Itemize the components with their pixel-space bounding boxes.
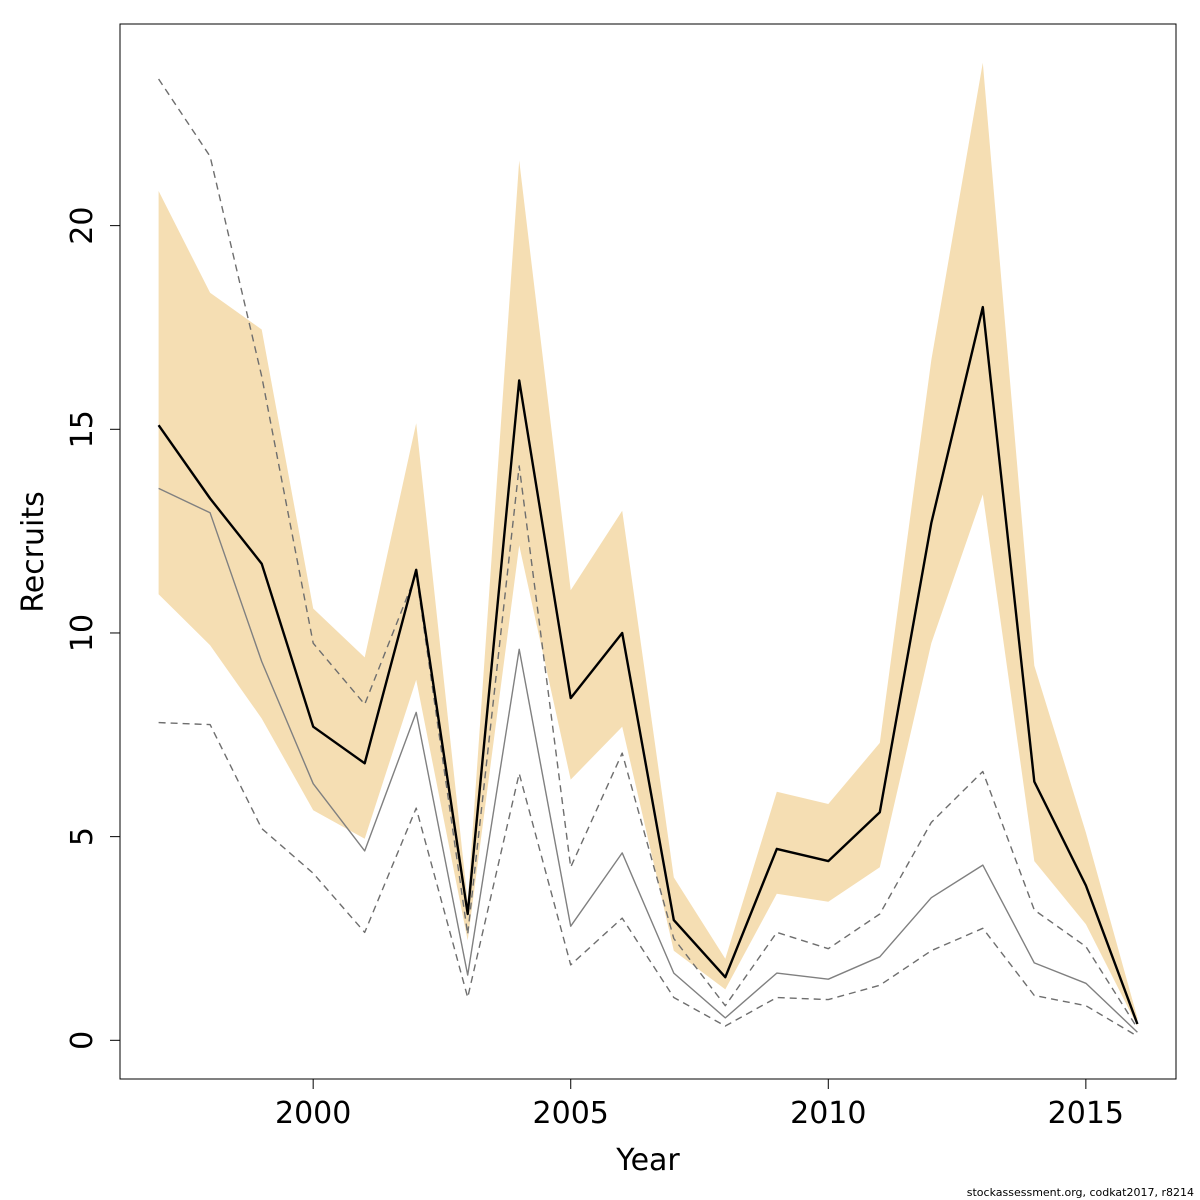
upper-dashed-line — [158, 78, 1138, 1029]
y-tick-label: 0 — [65, 1031, 100, 1050]
x-tick-label: 2000 — [275, 1096, 351, 1131]
y-axis: 0 5 10 15 20 — [65, 207, 120, 1050]
y-axis-title: Recruits — [16, 491, 51, 613]
confidence-band — [158, 62, 1138, 1026]
x-tick-label: 2005 — [533, 1096, 609, 1131]
x-axis: 2000 2005 2010 2015 — [275, 1079, 1124, 1131]
x-tick-label: 2015 — [1048, 1096, 1124, 1131]
y-tick-label: 15 — [65, 410, 100, 448]
x-axis-title: Year — [615, 1143, 680, 1178]
x-tick-label: 2010 — [790, 1096, 866, 1131]
estimate-line — [157, 305, 1139, 1025]
y-tick-label: 5 — [65, 827, 100, 846]
credit-text: stockassessment.org, codkat2017, r8214 — [967, 1186, 1194, 1199]
plot-frame — [119, 23, 1177, 1080]
y-tick-label: 10 — [65, 614, 100, 652]
lower-dashed-line — [158, 721, 1138, 1037]
y-tick-label: 20 — [65, 207, 100, 245]
confidence-band-layer — [158, 62, 1138, 1026]
series-layer — [157, 78, 1139, 1037]
reference-line — [158, 487, 1138, 1033]
